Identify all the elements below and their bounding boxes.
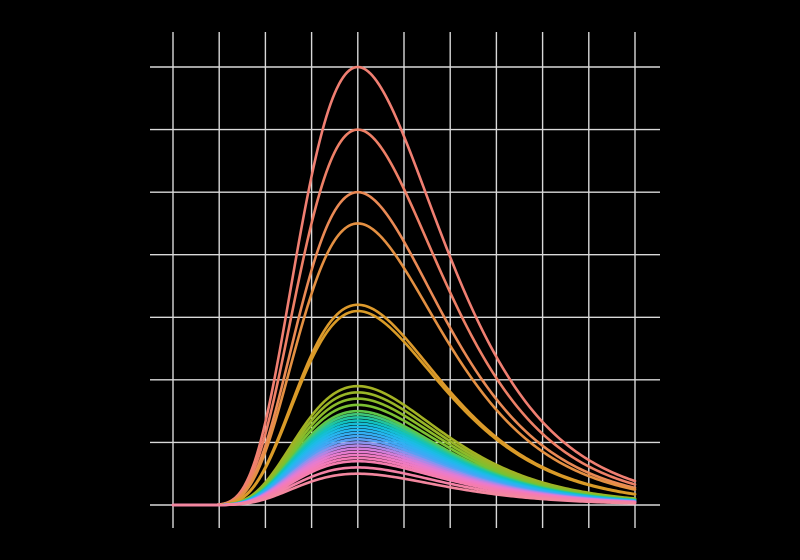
curve-layer: [171, 65, 637, 507]
series-line: [171, 128, 637, 507]
series-line: [171, 65, 637, 507]
series-line: [171, 309, 637, 507]
series-line: [171, 222, 637, 507]
series-line: [171, 472, 637, 507]
